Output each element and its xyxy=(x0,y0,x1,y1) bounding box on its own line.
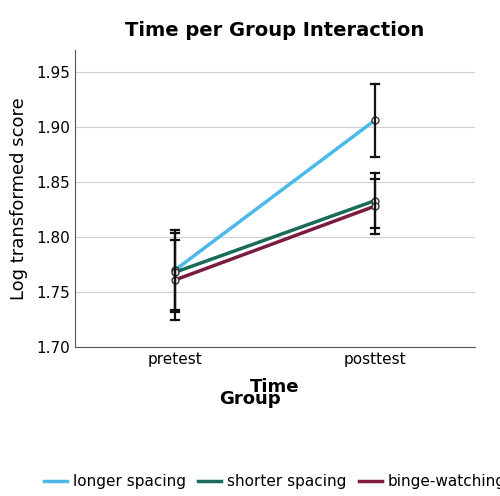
X-axis label: Time: Time xyxy=(250,378,300,396)
Y-axis label: Log transformed score: Log transformed score xyxy=(10,97,28,300)
Legend: longer spacing, shorter spacing, binge-watching: longer spacing, shorter spacing, binge-w… xyxy=(38,468,500,495)
Text: Group: Group xyxy=(219,390,281,408)
Title: Time per Group Interaction: Time per Group Interaction xyxy=(126,21,424,40)
